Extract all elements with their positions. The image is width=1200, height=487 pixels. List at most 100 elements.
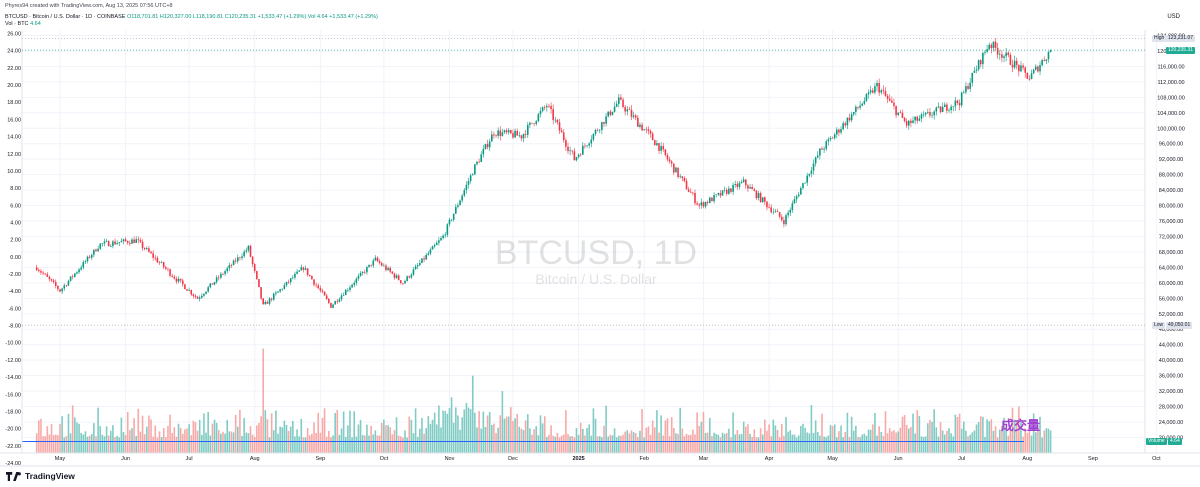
candle-body [1020, 65, 1022, 72]
volume-bar [450, 397, 453, 453]
volume-label: Vol · BTC [5, 21, 29, 27]
candle-body [876, 83, 878, 87]
candle-body [1015, 60, 1018, 65]
left-tick-label: 6.00 [10, 203, 21, 209]
candle-body [907, 120, 910, 126]
volume-bar [308, 435, 311, 453]
volume-bar [524, 420, 527, 453]
candle-body [292, 277, 294, 279]
candle-body [124, 239, 127, 242]
volume-legend[interactable]: Vol · BTC 4.64 [5, 21, 41, 27]
volume-bar [990, 419, 993, 453]
candle-body [880, 90, 883, 93]
volume-bar [728, 428, 730, 453]
candle-body [615, 103, 618, 107]
candle-body [141, 241, 144, 248]
volume-bar [609, 434, 612, 453]
volume-bar [237, 426, 239, 453]
candle-body [308, 275, 311, 277]
volume-bar [840, 425, 842, 453]
candle-body [717, 193, 720, 195]
candle-body [660, 146, 662, 151]
volume-bar [529, 428, 531, 453]
volume-bar [433, 412, 436, 453]
volume-bar [806, 432, 808, 453]
candle-body [262, 298, 264, 305]
candle-body [448, 219, 451, 225]
symbol-legend[interactable]: BTCUSD · Bitcoin / U.S. Dollar · 1D · CO… [5, 14, 378, 20]
candle-body [808, 173, 811, 176]
volume-bar [340, 428, 343, 453]
candle-body [353, 282, 356, 285]
volume-bar [429, 423, 432, 453]
volume-bar [152, 436, 154, 453]
candle-body [558, 122, 561, 131]
candle-body [1030, 73, 1033, 80]
volume-bar [935, 427, 938, 453]
candle-body [728, 188, 730, 194]
candle-body [46, 274, 49, 277]
candle-body [131, 239, 133, 244]
candle-body [766, 201, 768, 208]
candle-body [677, 167, 679, 177]
volume-bar [86, 436, 89, 453]
volume-label-tag: Volume [1146, 438, 1167, 445]
candle-body [685, 180, 688, 190]
candle-body [217, 277, 220, 279]
volume-bar [836, 437, 838, 453]
candle-body [550, 106, 552, 110]
candle-body [666, 155, 669, 160]
right-tick-label: 52,000.00 [1159, 312, 1183, 318]
candle-body [285, 281, 288, 286]
candle-body [524, 133, 527, 135]
candle-body [35, 267, 38, 271]
candle-body [237, 257, 239, 262]
volume-bar [67, 413, 70, 453]
candle-body [184, 284, 186, 290]
x-tick-label: Oct [1152, 456, 1161, 462]
candle-body [243, 251, 245, 257]
candle-body [503, 130, 506, 133]
volume-bar [131, 428, 133, 453]
volume-bar [270, 413, 273, 453]
volume-bar [924, 436, 927, 453]
volume-bar [704, 433, 707, 453]
candle-body [948, 110, 950, 111]
candle-body [969, 82, 971, 89]
volume-bar [649, 434, 652, 453]
volume-bar [300, 418, 303, 453]
candle-body [281, 288, 284, 290]
volume-bar [960, 428, 963, 453]
volume-bar [90, 434, 93, 453]
candle-body [505, 130, 508, 133]
volume-bar [160, 437, 163, 453]
candle-body [823, 148, 825, 150]
candle-body [272, 293, 275, 300]
volume-bar [579, 422, 582, 453]
candle-body [260, 287, 262, 299]
volume-bar [664, 420, 667, 453]
currency-label[interactable]: USD [1167, 14, 1180, 20]
volume-bar [1039, 416, 1041, 453]
candle-body [535, 121, 538, 124]
tradingview-logo[interactable]: TradingView [6, 471, 75, 481]
candle-body [897, 112, 899, 116]
candle-body [802, 183, 804, 189]
volume-bar [861, 434, 864, 453]
candle-body [696, 203, 698, 205]
candle-body [1024, 67, 1026, 73]
candle-body [196, 296, 199, 299]
candle-body [560, 130, 563, 133]
volume-bar [260, 416, 262, 453]
volume-bar [838, 431, 840, 453]
volume-bar [702, 411, 705, 453]
volume-bar [901, 416, 904, 453]
candle-body [963, 92, 965, 93]
volume-bar [546, 436, 548, 453]
candle-body [531, 122, 533, 124]
volume-bar [1024, 428, 1026, 453]
candle-body [86, 256, 89, 262]
candle-body [137, 239, 140, 241]
volume-bar [700, 421, 703, 453]
